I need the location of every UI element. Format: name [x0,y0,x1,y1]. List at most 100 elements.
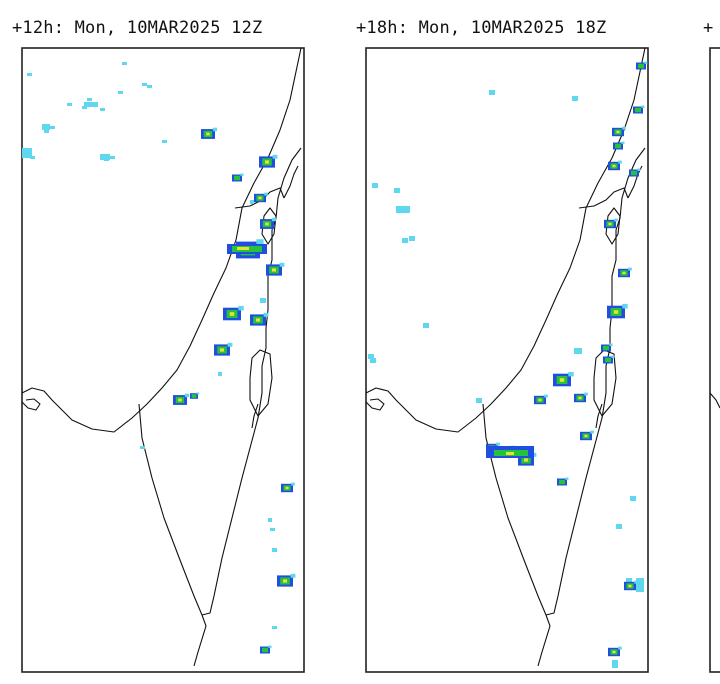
precip-cell [609,343,613,346]
precip-cell [265,222,269,226]
precip-cell [238,305,244,311]
precip-cell [263,312,269,317]
panel-1-title: +12h: Mon, 10MAR2025 12Z [12,18,263,38]
precip-cell [423,323,429,328]
precip-cell [612,650,616,654]
precip-cell [256,239,264,246]
precip-cell [584,434,588,438]
precip-cell [272,154,278,159]
precip-cell [574,348,582,354]
precip-cell [100,108,105,111]
precip-cell [565,477,569,480]
precip-cell [559,378,565,382]
precip-cell [612,660,618,668]
precip-cell [603,345,609,351]
precip-cell [256,318,260,322]
precip-cell [621,141,625,144]
precip-cell [212,127,218,132]
precip-cell [396,206,410,213]
precip-cell [636,578,644,592]
precip-cell [270,528,275,531]
precip-cell [644,61,648,64]
precip-cell [618,646,622,650]
precip-cell [409,236,415,241]
precip-cell [268,645,272,648]
precip-cell [237,247,249,250]
precip-cell [196,392,200,395]
precip-cell [613,310,619,314]
precip-cell [538,398,542,402]
precip-cell [638,63,644,69]
precip-cell [506,452,514,455]
precip-cell [142,83,147,86]
precip-cell [611,355,615,358]
precip-cell [370,358,376,363]
precip-cell [258,196,262,200]
precip-cell [578,396,582,400]
precip-cell [22,148,32,158]
precip-cell [118,91,123,94]
precip-cell [628,267,632,271]
precip-cell [524,458,528,462]
precip-cell [240,173,244,176]
precip-cell [402,238,408,243]
precip-cell [568,371,574,377]
precip-cell [618,160,622,164]
precip-cell [372,183,378,188]
precip-cell [544,394,548,398]
precip-cell [631,170,637,176]
precip-cell [218,372,222,376]
precip-cell [122,62,127,65]
precip-cell [394,188,400,193]
precip-cell [50,126,55,129]
precip-cell [272,626,277,629]
panel-2-map [365,47,649,673]
precip-cell [250,200,254,204]
precip-cell [271,217,277,222]
precip-cell [234,175,240,181]
precip-cell [584,392,588,396]
precip-cell [622,271,626,275]
precip-cell [264,192,268,196]
precip-cell [206,132,210,136]
precip-cell [87,98,92,101]
precip-cell [635,107,641,113]
precip-cell [590,430,594,434]
precip-cell [616,130,620,134]
precip-cell [262,647,268,653]
precip-cell [283,579,287,583]
precip-cell [612,164,616,168]
precip-cell [628,584,632,588]
precip-cell [265,160,269,164]
precip-cell [476,398,482,403]
precip-cell [291,482,295,486]
precip-cell [220,348,224,352]
precip-cell [637,168,641,171]
panel-3-map [709,47,720,673]
precip-cell [184,393,190,398]
precip-cell [614,218,618,222]
precip-cell [110,156,115,159]
precip-cell [84,102,98,107]
precip-cell [82,106,87,109]
precip-cell [30,156,35,159]
precip-cell [559,479,565,485]
panel-3-title: + [703,18,714,38]
precip-cell [162,140,167,143]
precip-cell [285,486,289,490]
precip-cell [496,442,500,446]
precip-cell [140,446,145,449]
panel-1-map [21,47,305,673]
precip-cell [641,105,645,108]
precip-cell [229,312,235,316]
precip-cell [67,103,72,106]
precip-cell [626,578,632,583]
precip-cell [44,130,49,133]
precip-cell [615,143,621,149]
precip-cell [227,342,233,347]
precip-cell [622,303,628,309]
precip-cell [27,73,32,76]
precip-cell [191,394,197,398]
precip-cell [605,357,611,363]
precip-cell [616,524,622,529]
